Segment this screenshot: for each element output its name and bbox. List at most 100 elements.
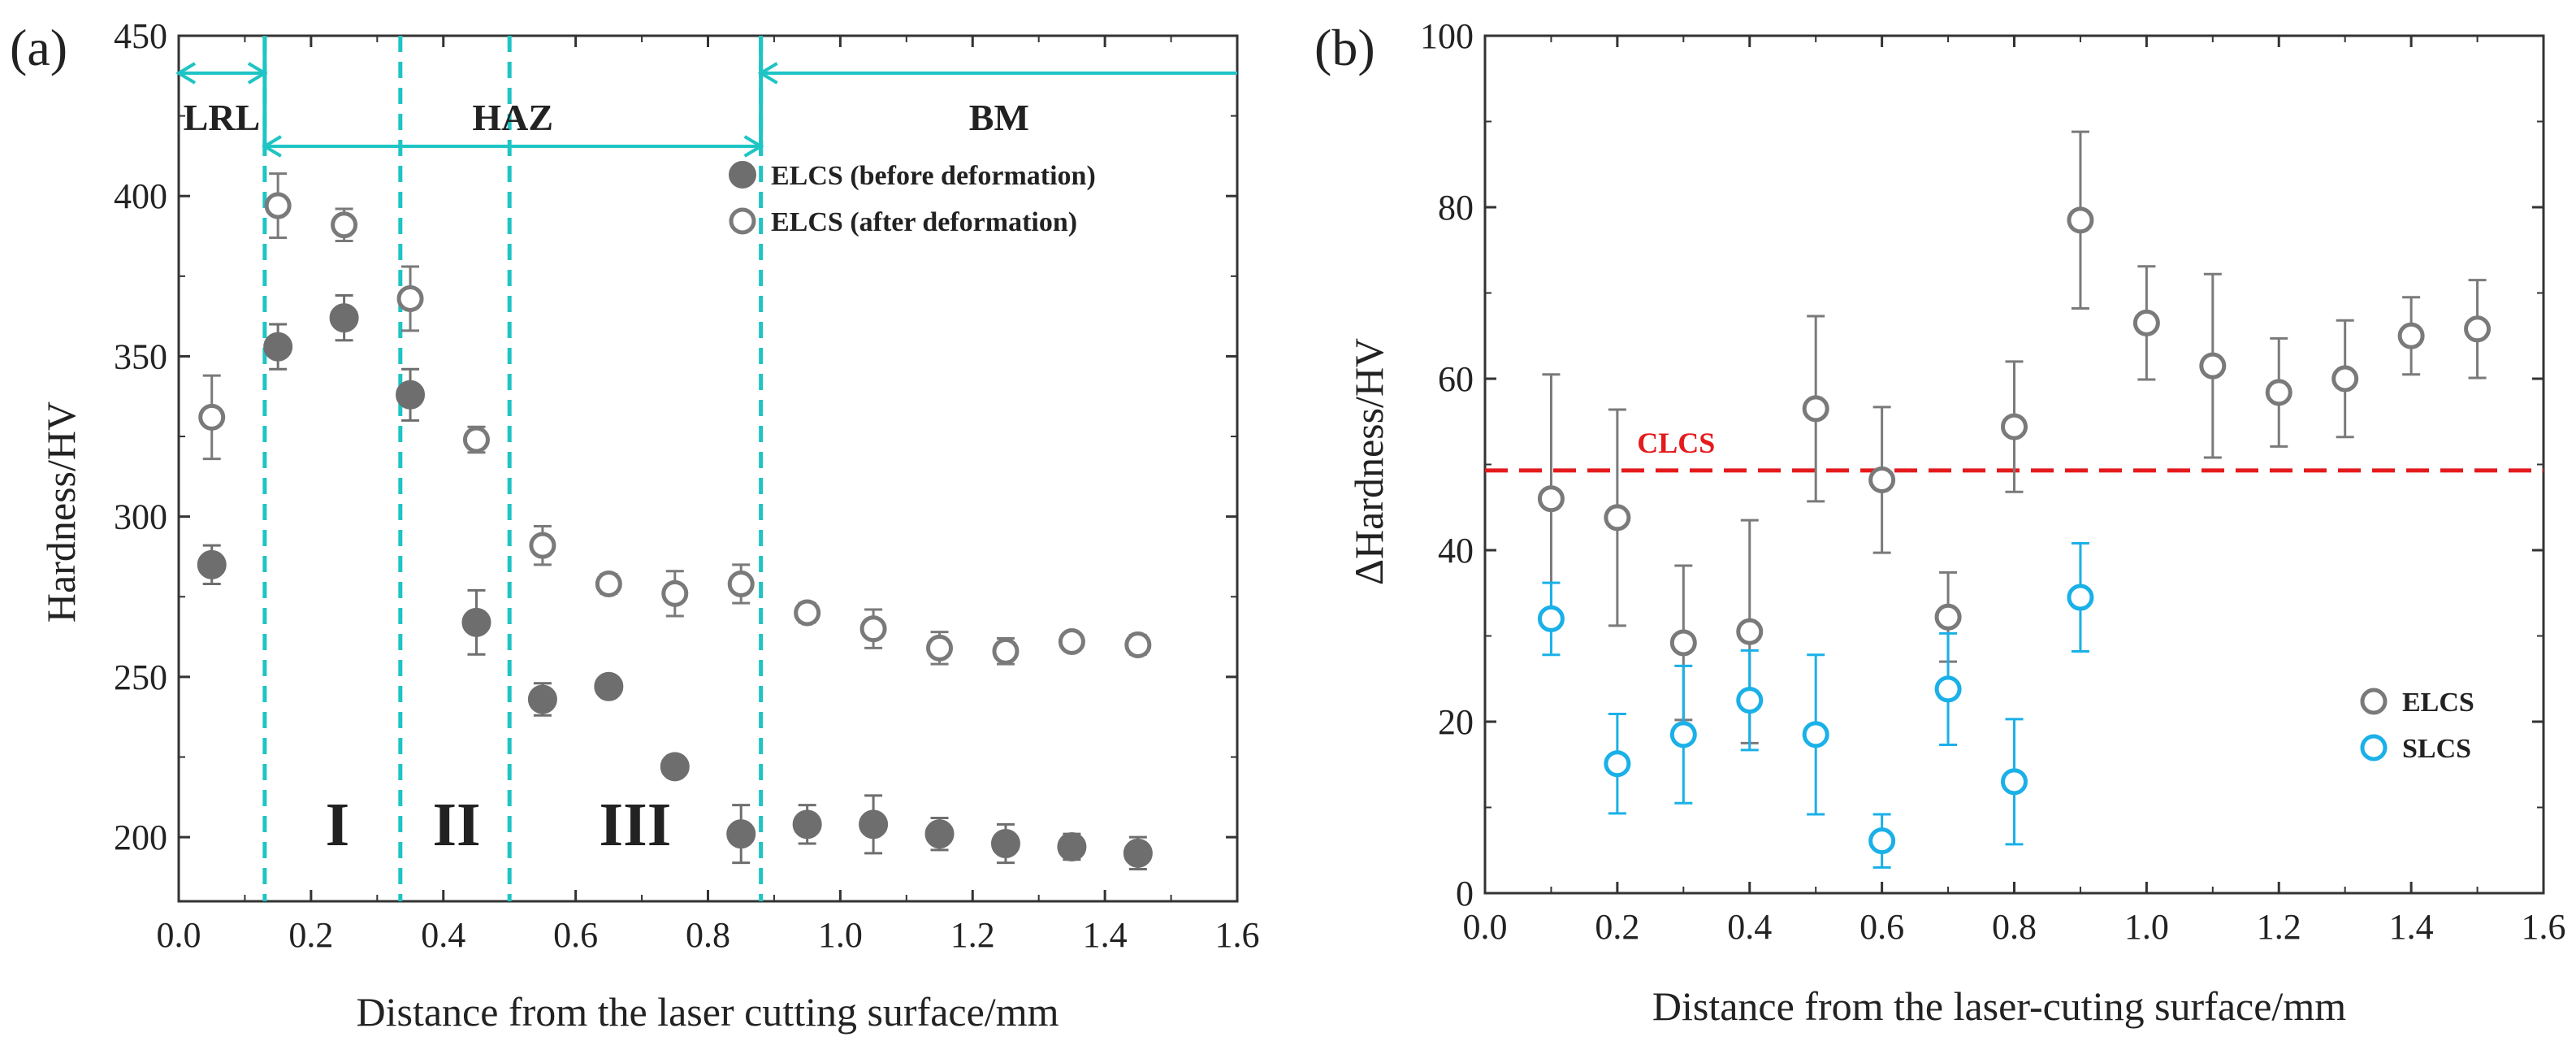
panel-a-zone-label-3: III xyxy=(600,791,672,859)
panel-b-series-elcs-point xyxy=(2199,352,2227,380)
panel-b-y-tick-label: 20 xyxy=(1438,702,1474,742)
panel-b-x-tick-label: 0.8 xyxy=(1992,907,2037,947)
panel-a-legend-marker xyxy=(729,207,756,235)
panel-a-series-after-point xyxy=(992,637,1020,665)
panel-b-x-tick-label: 0.6 xyxy=(1859,907,1904,947)
panel-b-x-tick-label: 1.6 xyxy=(2522,907,2566,947)
panel-b-series-elcs-point xyxy=(2067,206,2094,234)
panel-a-region-label-lrl: LRL xyxy=(184,97,261,138)
panel-a-series-before-point xyxy=(461,607,491,637)
panel-b-series-elcs-point xyxy=(1604,504,1631,532)
panel-a-legend-label: ELCS (before deformation) xyxy=(771,161,1096,191)
panel-b-series-elcs-point xyxy=(2397,322,2425,349)
panel-b-series-slcs-point xyxy=(1537,605,1565,632)
panel-b-x-tick-label: 0.0 xyxy=(1463,907,1508,947)
panel-a-legend-label: ELCS (after deformation) xyxy=(771,207,1077,237)
panel-a-x-tick-label: 1.2 xyxy=(950,915,995,955)
panel-a-series-after-point xyxy=(595,571,622,597)
panel-b-series-slcs-point xyxy=(1934,675,1962,703)
panel-a-series-after-point xyxy=(794,599,821,627)
panel-a-series-after-point xyxy=(264,192,292,219)
panel-a-series-before-point xyxy=(924,819,955,849)
panel-b-legend-marker xyxy=(2360,734,2388,761)
panel-b: (b) Distance from the laser-cuting surfa… xyxy=(1314,16,2566,1029)
panel-a-series-before-point xyxy=(859,809,889,840)
panel-b-x-tick-label: 1.0 xyxy=(2124,907,2169,947)
panel-a-series-after-point xyxy=(198,403,226,431)
panel-b-legend-marker xyxy=(2360,688,2388,715)
panel-b-x-tick-label: 1.4 xyxy=(2389,907,2434,947)
panel-b-y-tick-label: 60 xyxy=(1438,359,1474,399)
panel-b-series-slcs-point xyxy=(1802,721,1829,748)
panel-a-series-after-point xyxy=(462,426,490,453)
panel-a-x-tick-label: 1.4 xyxy=(1083,915,1128,955)
panel-b-y-tick-label: 40 xyxy=(1438,531,1474,571)
panel-b-series-slcs-point xyxy=(2001,768,2028,796)
panel-a-x-tick-label: 0.0 xyxy=(157,915,201,955)
panel-a-series-after-point xyxy=(727,571,755,597)
panel-a-series-before-point xyxy=(726,819,756,849)
panel-a-series-before-point xyxy=(1123,838,1153,868)
panel-a-region-label-haz: HAZ xyxy=(472,97,553,138)
panel-a-series-after-point xyxy=(661,579,689,607)
panel-b-x-tick-label: 0.4 xyxy=(1727,907,1772,947)
panel-b-y-tick-label: 100 xyxy=(1420,16,1474,56)
panel-a-series-before-point xyxy=(527,684,557,714)
panel-a-series-before-point xyxy=(792,809,822,840)
panel-a-x-tick-label: 0.4 xyxy=(421,915,465,955)
panel-b-series-elcs-point xyxy=(1537,485,1565,513)
panel-b-series-elcs-point xyxy=(1669,629,1697,657)
panel-b-x-tick-label: 1.2 xyxy=(2257,907,2301,947)
panel-b-series-elcs-point xyxy=(1802,395,1829,423)
panel-b-series-elcs-point xyxy=(1934,603,1962,631)
panel-a-label: (a) xyxy=(10,19,67,76)
panel-a-x-axis-title: Distance from the laser cutting surface/… xyxy=(357,989,1059,1035)
panel-a-series-after-point xyxy=(859,615,887,643)
panel-a-y-tick-label: 450 xyxy=(114,16,167,56)
panel-a-series-before-point xyxy=(197,549,227,579)
panel-a-series-after-point xyxy=(926,634,954,662)
panel-b-series-slcs-point xyxy=(1868,827,1896,855)
panel-a-series-before-point xyxy=(1057,831,1087,861)
panel-a: (a) Distance from the laser cutting surf… xyxy=(10,16,1260,1035)
panel-a-x-tick-label: 1.6 xyxy=(1215,915,1260,955)
panel-a-series-after-point xyxy=(331,211,358,239)
panel-b-series-slcs-point xyxy=(2067,584,2094,611)
panel-b-y-tick-label: 0 xyxy=(1456,874,1474,913)
panel-b-y-tick-label: 80 xyxy=(1438,188,1474,228)
panel-b-legend-label: ELCS xyxy=(2402,688,2474,718)
panel-a-lrl-arrow-head-left xyxy=(175,62,197,85)
panel-b-x-axis-title: Distance from the laser-cuting surface/m… xyxy=(1652,983,2346,1029)
panel-a-y-tick-label: 400 xyxy=(114,176,167,216)
panel-a-series-before-point xyxy=(329,303,359,333)
panel-a-zone-label-2: II xyxy=(432,791,480,859)
panel-a-y-tick-label: 300 xyxy=(114,497,167,537)
panel-a-x-tick-label: 1.0 xyxy=(818,915,863,955)
panel-a-series-after-point xyxy=(1058,628,1085,655)
panel-b-legend-label: SLCS xyxy=(2402,734,2471,764)
panel-a-y-tick-label: 250 xyxy=(114,657,167,697)
panel-b-series-elcs-point xyxy=(1736,618,1764,645)
panel-a-y-tick-label: 350 xyxy=(114,336,167,376)
panel-a-legend-marker xyxy=(729,161,756,189)
panel-a-x-tick-label: 0.2 xyxy=(288,915,333,955)
panel-b-series-elcs-point xyxy=(2331,365,2359,393)
panel-b-series-slcs-point xyxy=(1736,687,1764,714)
panel-a-series-after-point xyxy=(396,284,424,312)
panel-b-series-elcs-point xyxy=(1868,466,1896,493)
panel-a-series-after-point xyxy=(529,532,556,559)
panel-a-series-before-point xyxy=(660,752,690,782)
panel-a-series-before-point xyxy=(594,671,624,701)
panel-b-series-elcs-point xyxy=(2132,309,2160,336)
panel-b-y-axis-title: ΔHardness/HV xyxy=(1346,338,1392,585)
panel-a-x-tick-label: 0.8 xyxy=(686,915,730,955)
panel-b-clcs-label: CLCS xyxy=(1637,427,1715,459)
panel-a-series-after-point xyxy=(1124,631,1152,658)
panel-b-series-elcs-point xyxy=(2001,413,2028,440)
panel-b-series-elcs-point xyxy=(2464,315,2492,343)
panel-b-series-elcs-point xyxy=(2265,379,2292,406)
panel-a-y-tick-label: 200 xyxy=(114,818,167,857)
panel-a-zone-label-1: I xyxy=(326,791,350,859)
